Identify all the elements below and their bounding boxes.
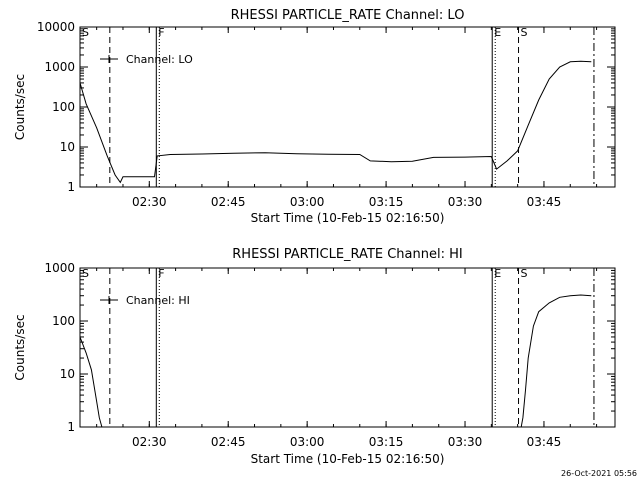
y-axis-label: Counts/sec xyxy=(13,314,27,380)
x-tick-label: 03:45 xyxy=(527,435,562,449)
legend-label: Channel: HI xyxy=(126,294,190,307)
y-tick-label: 10 xyxy=(60,367,75,381)
chart-title: RHESSI PARTICLE_RATE Channel: HI xyxy=(232,247,462,262)
y-tick-label: 10000 xyxy=(37,20,75,34)
x-tick-label: 02:30 xyxy=(132,435,167,449)
y-tick-label: 1 xyxy=(67,180,75,194)
marker-label: S xyxy=(82,26,89,39)
marker-label: S xyxy=(521,267,528,280)
x-tick-label: 03:30 xyxy=(448,195,483,209)
x-tick-label: 02:45 xyxy=(211,195,246,209)
y-tick-label: 1000 xyxy=(44,261,75,275)
footer-timestamp: 26-Oct-2021 05:56 xyxy=(561,469,637,478)
x-tick-label: 03:00 xyxy=(290,435,325,449)
marker-label: E xyxy=(494,267,501,280)
y-tick-label: 1000 xyxy=(44,60,75,74)
x-tick-label: 03:45 xyxy=(527,195,562,209)
panel-hi: RHESSI PARTICLE_RATE Channel: HI Start Ti… xyxy=(13,247,616,466)
x-tick-label: 02:45 xyxy=(211,435,246,449)
x-axis-label: Start Time (10-Feb-15 02:16:50) xyxy=(251,452,445,466)
x-axis-label: Start Time (10-Feb-15 02:16:50) xyxy=(251,211,445,225)
legend-label: Channel: LO xyxy=(126,53,193,66)
y-tick-label: 1 xyxy=(67,420,75,434)
x-tick-label: 02:30 xyxy=(132,195,167,209)
plot-frame xyxy=(79,267,616,428)
y-axis-label: Counts/sec xyxy=(13,74,27,140)
y-tick-label: 100 xyxy=(52,100,75,114)
x-tick-label: 03:15 xyxy=(369,435,404,449)
marker-label: F xyxy=(158,267,164,280)
x-tick-label: 03:15 xyxy=(369,195,404,209)
y-tick-label: 10 xyxy=(60,140,75,154)
panel-lo: RHESSI PARTICLE_RATE Channel: LO Start Ti… xyxy=(13,8,616,225)
series-line xyxy=(80,294,592,427)
series-line xyxy=(80,60,592,184)
x-tick-label: 03:30 xyxy=(448,435,483,449)
marker-label: S xyxy=(82,267,89,280)
x-tick-label: 03:00 xyxy=(290,195,325,209)
marker-label: S xyxy=(521,26,528,39)
y-tick-label: 100 xyxy=(52,314,75,328)
chart-title: RHESSI PARTICLE_RATE Channel: LO xyxy=(231,8,465,23)
plot-frame xyxy=(79,26,616,188)
marker-label: F xyxy=(158,26,164,39)
marker-label: E xyxy=(494,26,501,39)
